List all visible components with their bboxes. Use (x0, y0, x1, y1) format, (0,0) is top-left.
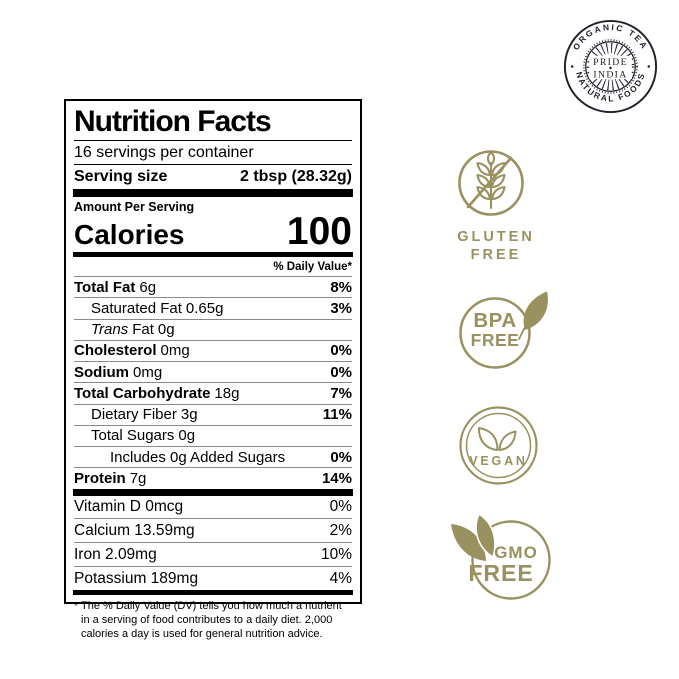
nutrient-row-total-fat: Total Fat 6g 8% (74, 276, 352, 297)
vitamin-row-iron: Iron 2.09mg 10% (74, 542, 352, 566)
logo-arc-top-text: ORGANIC TEA (571, 22, 649, 52)
leaf-icon (498, 430, 517, 451)
vitamin-row-calcium: Calcium 13.59mg 2% (74, 518, 352, 542)
logo-center-line2: INDIA (593, 70, 627, 81)
vitamin-row-potassium: Potassium 189mg 4% (74, 566, 352, 590)
vegan-icon: VEGAN (459, 406, 538, 485)
nutrient-row-total-sugars: Total Sugars 0g (74, 424, 352, 446)
logo-right-dot (647, 65, 651, 68)
medium-divider (73, 589, 353, 595)
nutrition-facts-title: Nutrition Facts (74, 105, 352, 141)
medium-divider (73, 252, 353, 258)
logo-outer-ring (563, 19, 658, 114)
bpa-badge-line1: BPA (473, 309, 516, 332)
nutrient-row-cholesterol: Cholesterol 0mg 0% (74, 339, 352, 361)
nutrient-row-trans-fat: Trans Fat 0g (74, 318, 352, 340)
nutrient-row-dietary-fiber: Dietary Fiber 3g 11% (74, 403, 352, 425)
pride-of-india-logo: ORGANIC TEA NATURAL FOODS PRIDE INDIA (563, 19, 658, 114)
leaf-icon (475, 512, 496, 559)
leaf-icon (477, 427, 499, 451)
thick-divider (73, 488, 353, 496)
nutrient-row-protein: Protein 7g 14% (74, 467, 352, 488)
nutrition-facts-panel: Nutrition Facts 16 servings per containe… (64, 99, 362, 640)
calories-row: Calories 100 (74, 210, 352, 253)
svg-text:ORGANIC TEA: ORGANIC TEA (571, 22, 651, 52)
bpa-badge-line2: FREE (471, 330, 520, 350)
logo-center-line1: PRIDE (593, 57, 628, 68)
serving-size-row: Serving size 2 tbsp (28.32g) (74, 165, 352, 189)
logo-medallion-ring (585, 41, 636, 92)
nutrient-row-sodium: Sodium 0mg 0% (74, 361, 352, 382)
gluten-free-badge-label: GLUTEN FREE (457, 229, 535, 264)
gmo-free-icon: GMO FREE (451, 512, 551, 600)
thick-divider (73, 189, 353, 197)
logo-medallion-scallop (583, 39, 638, 94)
daily-value-footnote: * The % Daily Value (DV) tells you how m… (74, 599, 342, 641)
gmo-badge-line2: FREE (468, 560, 533, 586)
serving-size-label: Serving size (74, 168, 168, 185)
bpa-free-icon: BPA FREE (459, 291, 548, 369)
amount-per-serving-label: Amount Per Serving (74, 200, 195, 214)
leaf-icon (451, 524, 486, 561)
nutrient-row-saturated-fat: Saturated Fat 0.65g 3% (74, 297, 352, 318)
nutrient-row-added-sugars: Includes 0g Added Sugars 0% (74, 446, 352, 467)
gmo-badge-line1: GMO (494, 543, 538, 562)
logo-center-ornament (608, 66, 613, 70)
vitamin-row-vitamin-d: Vitamin D 0mcg 0% (74, 498, 352, 516)
nutrient-row-total-carbohydrate: Total Carbohydrate 18g 7% (74, 382, 352, 403)
logo-left-dot (570, 65, 574, 68)
servings-per-container: 16 servings per container (74, 141, 352, 165)
serving-size-value: 2 tbsp (28.32g) (239, 168, 352, 185)
daily-value-header: % Daily Value* (273, 261, 352, 274)
vegan-badge-label: VEGAN (469, 454, 527, 468)
calories-label: Calories (74, 218, 185, 250)
calories-value: 100 (286, 210, 352, 253)
gluten-free-icon (458, 150, 524, 216)
